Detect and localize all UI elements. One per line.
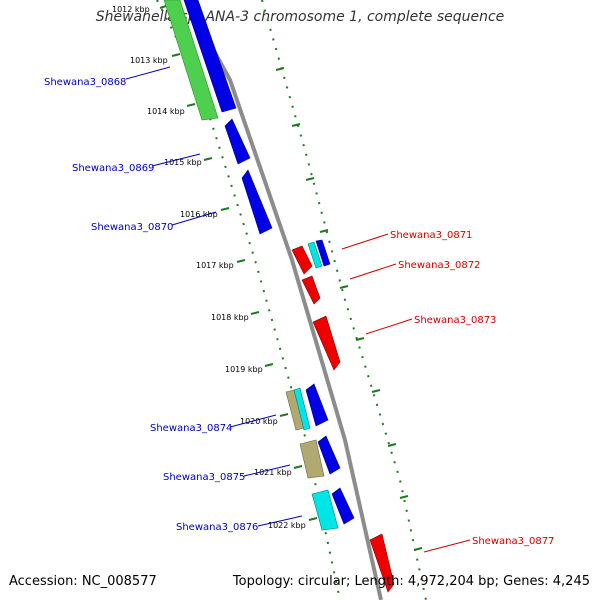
gene-0875-olive[interactable]	[299, 439, 325, 479]
tick-1019	[264, 363, 274, 367]
leader-0870	[171, 211, 217, 226]
tick-labels: 1012 kbp 1013 kbp 1014 kbp 1015 kbp 1016…	[112, 5, 306, 530]
accession-text: Accession: NC_008577	[9, 574, 157, 589]
gene-0868-green[interactable]	[163, 0, 219, 121]
tick-label-1017: 1017 kbp	[196, 261, 234, 270]
leader-0872	[349, 263, 397, 280]
gene-0874-blue[interactable]	[305, 383, 329, 427]
outer-tick-g	[371, 389, 381, 393]
gene-0874-cyan[interactable]	[293, 387, 311, 431]
leader-0873	[365, 318, 413, 335]
tick-label-1015: 1015 kbp	[164, 158, 202, 167]
outer-tick-e	[339, 285, 349, 289]
tick-1020	[279, 413, 289, 417]
leader-0874	[229, 414, 277, 428]
tick-1018	[250, 311, 260, 315]
tick-label-1014: 1014 kbp	[147, 107, 185, 116]
gene-0870[interactable]	[241, 169, 273, 235]
gene-label-0872[interactable]: Shewana3_0872	[398, 260, 480, 271]
gene-label-0877[interactable]: Shewana3_0877	[472, 536, 554, 547]
gene-label-0873[interactable]: Shewana3_0873	[414, 315, 496, 326]
gene-labels: Shewana3_0868 Shewana3_0869 Shewana3_087…	[44, 77, 554, 547]
tick-label-1018: 1018 kbp	[211, 313, 249, 322]
gene-label-0876[interactable]: Shewana3_0876	[176, 522, 258, 533]
tick-label-1022: 1022 kbp	[268, 521, 306, 530]
outer-tick-i	[399, 495, 409, 499]
outer-tick-b	[291, 123, 301, 127]
gene-0868-blue[interactable]	[183, 0, 237, 113]
gene-label-0868[interactable]: Shewana3_0868	[44, 77, 126, 88]
gene-label-0875[interactable]: Shewana3_0875	[163, 472, 245, 483]
gene-label-0874[interactable]: Shewana3_0874	[150, 423, 232, 434]
leader-0871	[341, 233, 389, 250]
gene-0871-red[interactable]	[291, 245, 313, 275]
tick-1022	[308, 517, 318, 521]
gene-features	[163, 0, 395, 593]
tick-label-1013: 1013 kbp	[130, 56, 168, 65]
outer-tick-d	[319, 229, 329, 233]
tick-1015	[203, 157, 213, 161]
gene-label-0871[interactable]: Shewana3_0871	[390, 230, 472, 241]
tick-marks	[159, 5, 423, 551]
outer-tick-f	[355, 337, 365, 341]
leader-0869	[151, 153, 201, 167]
outer-track	[261, 0, 427, 600]
gene-0869[interactable]	[224, 118, 251, 165]
tick-label-1016: 1016 kbp	[180, 210, 218, 219]
tick-label-1020: 1020 kbp	[240, 417, 278, 426]
label-leaders	[125, 66, 471, 553]
leader-0875	[243, 464, 291, 477]
tick-label-1012: 1012 kbp	[112, 5, 150, 14]
tick-1016	[220, 207, 230, 211]
gene-0876-blue[interactable]	[331, 487, 355, 525]
leader-0868	[125, 66, 171, 80]
gene-label-0869[interactable]: Shewana3_0869	[72, 163, 154, 174]
gene-label-0870[interactable]: Shewana3_0870	[91, 222, 173, 233]
gene-0872[interactable]	[301, 275, 321, 305]
gene-0875-blue[interactable]	[317, 435, 341, 475]
outer-tick-a	[275, 67, 285, 71]
gene-0871-cyan[interactable]	[307, 241, 323, 269]
outer-tick-c	[305, 177, 315, 181]
gene-0873[interactable]	[312, 315, 341, 371]
tick-label-1019: 1019 kbp	[225, 365, 263, 374]
outer-tick-j	[413, 547, 423, 551]
leader-0877	[423, 539, 471, 553]
gene-0871-blue[interactable]	[315, 239, 331, 267]
tick-label-1021: 1021 kbp	[254, 468, 292, 477]
tick-1014	[186, 103, 196, 107]
gene-0877[interactable]	[369, 533, 395, 593]
outer-tick-h	[387, 443, 397, 447]
tick-1013	[171, 53, 181, 57]
leader-0876	[257, 515, 303, 527]
gene-0876-cyan[interactable]	[311, 489, 339, 531]
tick-1012	[159, 5, 167, 9]
genome-summary-text: Topology: circular; Length: 4,972,204 bp…	[232, 574, 590, 589]
tick-1017	[236, 259, 246, 263]
tick-1021	[293, 465, 303, 469]
